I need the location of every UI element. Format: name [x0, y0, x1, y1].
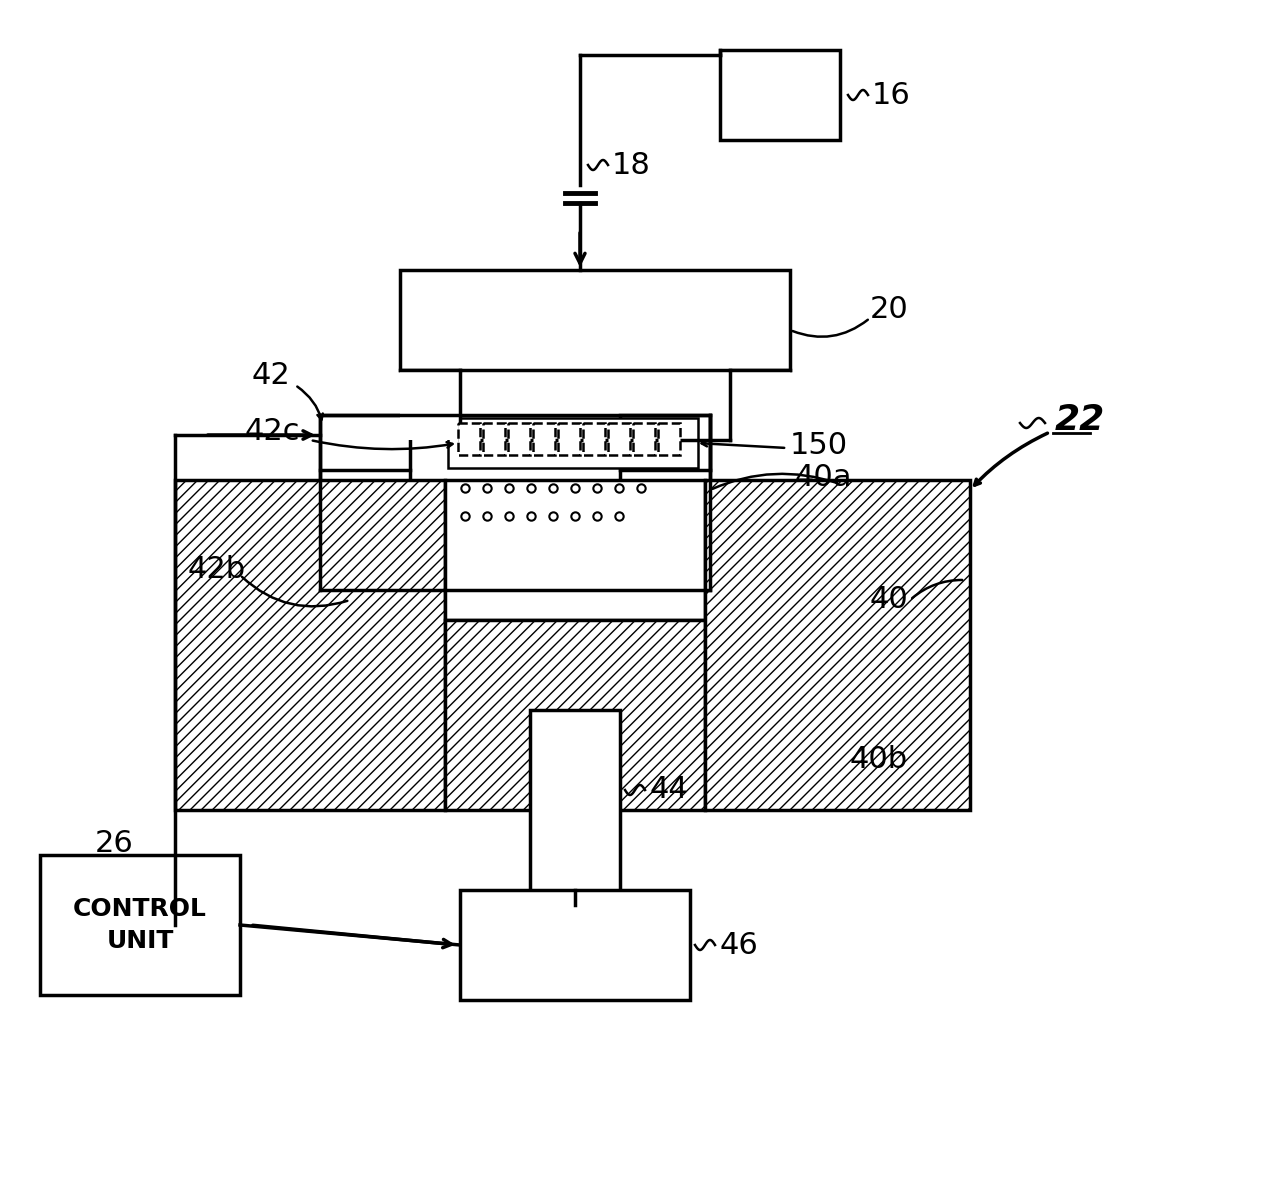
Bar: [400, 370, 460, 439]
Bar: [558, 423, 580, 455]
Bar: [533, 423, 555, 455]
Bar: [633, 423, 656, 455]
Bar: [530, 710, 620, 905]
Text: 18: 18: [612, 150, 651, 180]
Bar: [446, 621, 705, 810]
Bar: [174, 480, 446, 810]
Text: UNIT: UNIT: [107, 929, 173, 953]
Bar: [658, 423, 680, 455]
Bar: [400, 270, 791, 370]
Text: 150: 150: [791, 430, 848, 460]
Text: 40b: 40b: [850, 746, 908, 774]
Text: 42c: 42c: [244, 418, 300, 447]
Bar: [620, 414, 710, 535]
Text: 20: 20: [869, 295, 909, 324]
Text: 16: 16: [872, 81, 910, 110]
Bar: [458, 423, 480, 455]
Text: 42b: 42b: [188, 555, 246, 585]
Bar: [482, 423, 505, 455]
Bar: [446, 480, 705, 621]
Text: 42: 42: [252, 361, 290, 389]
Bar: [608, 423, 630, 455]
Bar: [705, 480, 970, 810]
Text: CONTROL: CONTROL: [73, 897, 207, 921]
Text: 22: 22: [1055, 403, 1105, 437]
Bar: [508, 423, 530, 455]
Bar: [729, 370, 791, 439]
Text: 44: 44: [651, 775, 689, 804]
Bar: [460, 890, 690, 1000]
Bar: [721, 50, 840, 141]
Bar: [583, 423, 605, 455]
Bar: [448, 418, 698, 468]
Text: 40: 40: [869, 586, 909, 615]
Bar: [39, 855, 241, 994]
Text: 40a: 40a: [796, 463, 853, 493]
Text: 46: 46: [721, 930, 759, 960]
Text: 26: 26: [95, 829, 134, 858]
Bar: [320, 414, 410, 590]
